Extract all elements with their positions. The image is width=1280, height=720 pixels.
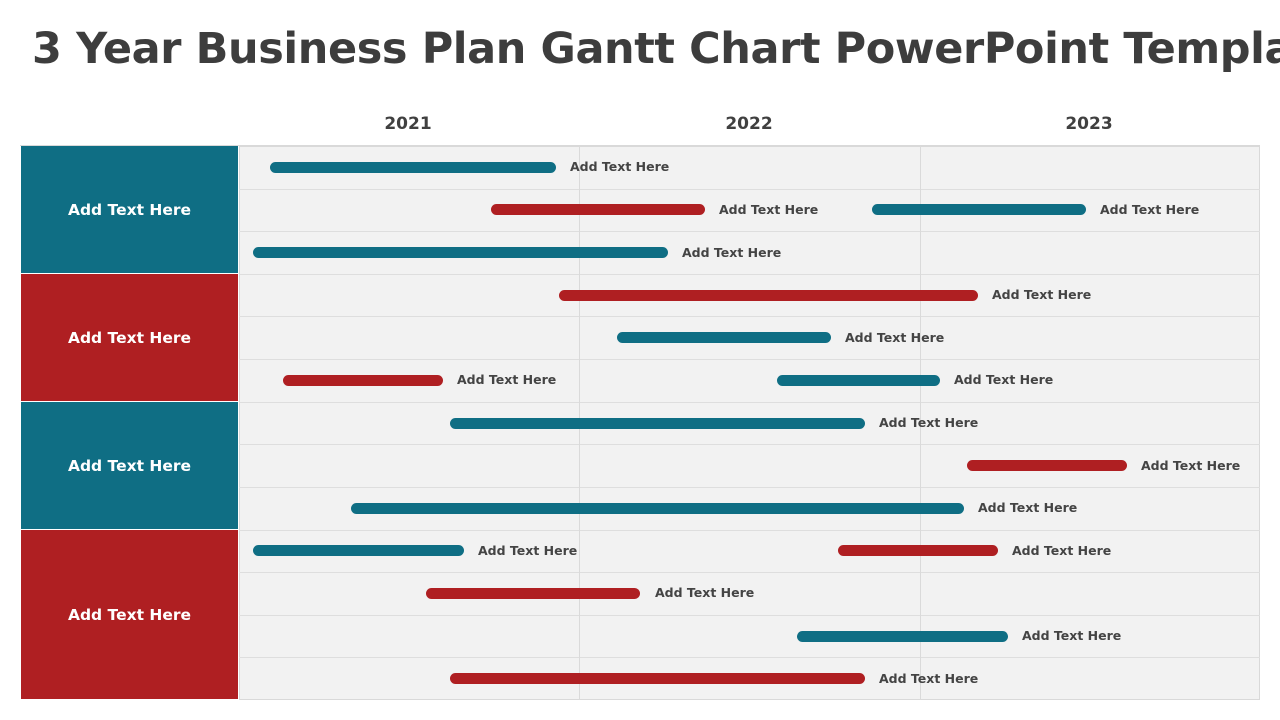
task-bar — [491, 204, 705, 215]
task-label: Add Text Here — [1022, 628, 1122, 643]
year-label-2023: 2023 — [1065, 114, 1113, 134]
row-divider — [239, 487, 1260, 488]
task-bar — [450, 673, 865, 684]
task-label: Add Text Here — [845, 330, 945, 345]
task-label: Add Text Here — [954, 372, 1054, 387]
task-bar — [838, 545, 998, 556]
task-bar — [617, 332, 831, 343]
task-bar — [797, 631, 1008, 642]
row-divider — [239, 444, 1260, 445]
task-label: Add Text Here — [992, 287, 1092, 302]
task-label: Add Text Here — [478, 543, 578, 558]
row-divider — [239, 231, 1260, 232]
task-bar — [872, 204, 1086, 215]
group-label: Add Text Here — [21, 146, 238, 274]
year-label-2022: 2022 — [725, 114, 773, 134]
row-divider — [239, 615, 1260, 616]
task-bar — [559, 290, 978, 301]
header-divider — [20, 145, 1260, 146]
row-divider — [239, 359, 1260, 360]
task-bar — [283, 375, 443, 386]
task-bar — [967, 460, 1127, 471]
task-bar — [450, 418, 865, 429]
row-divider — [239, 657, 1260, 658]
task-label: Add Text Here — [655, 585, 755, 600]
page-title: 3 Year Business Plan Gantt Chart PowerPo… — [32, 24, 1280, 74]
task-label: Add Text Here — [978, 500, 1078, 515]
task-label: Add Text Here — [457, 372, 557, 387]
row-divider — [239, 189, 1260, 190]
group-label: Add Text Here — [21, 402, 238, 530]
year-divider — [920, 146, 921, 700]
row-divider — [239, 316, 1260, 317]
task-label: Add Text Here — [682, 245, 782, 260]
row-divider — [239, 572, 1260, 573]
task-bar — [270, 162, 556, 173]
task-label: Add Text Here — [879, 415, 979, 430]
group-label: Add Text Here — [21, 274, 238, 402]
row-divider — [239, 530, 1260, 531]
task-bar — [253, 247, 668, 258]
year-label-2021: 2021 — [384, 114, 432, 134]
row-divider — [239, 274, 1260, 275]
task-label: Add Text Here — [1012, 543, 1112, 558]
task-bar — [426, 588, 640, 599]
task-bar — [777, 375, 940, 386]
task-bar — [351, 503, 964, 514]
task-label: Add Text Here — [719, 202, 819, 217]
task-bar — [253, 545, 464, 556]
group-label: Add Text Here — [21, 530, 238, 700]
task-label: Add Text Here — [1141, 458, 1241, 473]
task-label: Add Text Here — [1100, 202, 1200, 217]
task-label: Add Text Here — [879, 671, 979, 686]
row-divider — [239, 402, 1260, 403]
task-label: Add Text Here — [570, 159, 670, 174]
